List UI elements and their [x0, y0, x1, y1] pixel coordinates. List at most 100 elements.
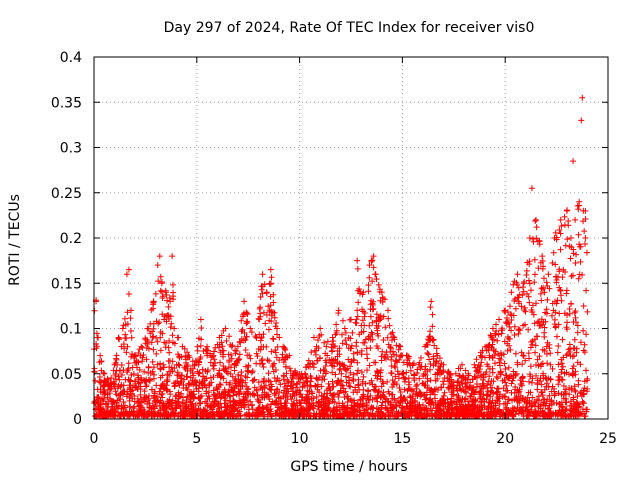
data-point	[554, 349, 561, 356]
data-point	[459, 374, 466, 381]
data-point	[512, 305, 519, 312]
data-point	[239, 326, 246, 333]
data-point	[417, 354, 424, 361]
data-point	[242, 394, 249, 401]
data-point	[563, 406, 570, 413]
data-point	[339, 317, 346, 324]
data-point	[543, 306, 550, 313]
data-point	[498, 330, 505, 337]
data-point	[557, 216, 564, 223]
data-point	[534, 356, 541, 363]
data-point	[558, 366, 565, 373]
data-point	[487, 393, 494, 400]
data-point	[289, 374, 296, 381]
data-point	[269, 362, 276, 369]
data-point	[366, 396, 373, 403]
data-point	[388, 370, 395, 377]
data-point	[178, 353, 185, 360]
data-point	[233, 347, 240, 354]
data-point	[401, 386, 408, 393]
data-point	[157, 273, 164, 280]
data-point	[414, 381, 421, 388]
data-point	[385, 315, 392, 322]
data-point	[348, 405, 355, 412]
data-point	[569, 365, 576, 372]
data-point	[553, 333, 560, 340]
data-point	[145, 392, 152, 399]
data-point	[265, 391, 272, 398]
data-point	[150, 364, 157, 371]
data-point	[308, 349, 315, 356]
data-point	[550, 249, 557, 256]
data-point	[558, 297, 565, 304]
data-point	[527, 287, 534, 294]
data-point	[578, 117, 585, 124]
data-point	[493, 321, 500, 328]
data-point	[490, 347, 497, 354]
x-tick-label: 20	[496, 431, 514, 447]
data-point	[141, 368, 148, 375]
data-point	[483, 392, 490, 399]
data-point	[247, 398, 254, 405]
data-point	[441, 374, 448, 381]
data-point	[531, 256, 538, 263]
data-point	[528, 379, 535, 386]
data-point	[195, 335, 202, 342]
data-point	[520, 288, 527, 295]
x-tick-label: 15	[393, 431, 411, 447]
data-point	[405, 375, 412, 382]
data-point	[481, 411, 488, 418]
data-point	[349, 329, 356, 336]
data-point	[347, 369, 354, 376]
data-point	[577, 258, 584, 265]
data-point	[110, 367, 117, 374]
data-point	[465, 401, 472, 408]
data-point	[544, 360, 551, 367]
data-point	[499, 377, 506, 384]
data-point	[374, 398, 381, 405]
data-point	[536, 353, 543, 360]
data-point	[157, 287, 164, 294]
y-tick-label: 0.3	[60, 141, 82, 157]
data-point	[543, 350, 550, 357]
data-point	[164, 297, 171, 304]
data-point	[541, 333, 548, 340]
data-point	[396, 384, 403, 391]
data-point	[552, 229, 559, 236]
data-point	[462, 367, 469, 374]
data-point	[165, 344, 172, 351]
data-point	[424, 378, 431, 385]
data-point	[370, 298, 377, 305]
data-point	[317, 367, 324, 374]
data-point	[266, 317, 273, 324]
data-point	[433, 345, 440, 352]
data-point	[198, 325, 205, 332]
data-point	[529, 302, 536, 309]
data-point	[342, 373, 349, 380]
data-point	[248, 369, 255, 376]
data-point	[123, 335, 130, 342]
data-point	[388, 363, 395, 370]
data-point	[273, 378, 280, 385]
data-point	[504, 387, 511, 394]
data-point	[520, 352, 527, 359]
data-point	[429, 311, 436, 318]
data-point	[544, 296, 551, 303]
data-point	[571, 336, 578, 343]
data-point	[515, 330, 522, 337]
data-point	[487, 332, 494, 339]
data-point	[127, 328, 134, 335]
data-point	[547, 361, 554, 368]
data-point	[583, 367, 590, 374]
data-point	[247, 355, 254, 362]
data-point	[348, 316, 354, 323]
data-point	[373, 311, 380, 318]
data-point	[387, 345, 394, 352]
data-point	[152, 290, 159, 297]
data-point	[154, 262, 161, 269]
data-point	[232, 380, 239, 387]
y-tick-label: 0.1	[60, 322, 82, 338]
data-point	[104, 394, 111, 401]
data-point	[127, 315, 134, 322]
data-point	[564, 326, 571, 333]
